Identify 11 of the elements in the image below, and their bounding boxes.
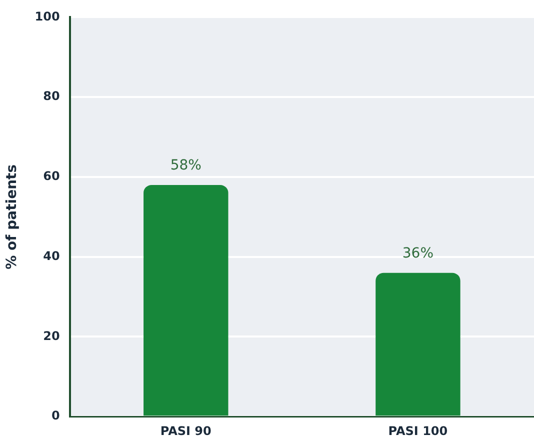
y-tick-label: 20	[43, 328, 60, 343]
x-tick-label: PASI 100	[388, 424, 448, 438]
y-tick-label: 60	[43, 169, 60, 184]
y-tick-label: 100	[34, 9, 60, 24]
y-tick-label: 80	[43, 89, 60, 104]
y-tick-label: 40	[43, 248, 60, 263]
data-label: 58%	[170, 158, 202, 174]
x-tick-label: PASI 90	[160, 424, 212, 438]
data-label: 36%	[402, 245, 434, 262]
y-tick-label: 0	[51, 408, 60, 423]
y-axis-title: % of patients	[4, 164, 20, 270]
